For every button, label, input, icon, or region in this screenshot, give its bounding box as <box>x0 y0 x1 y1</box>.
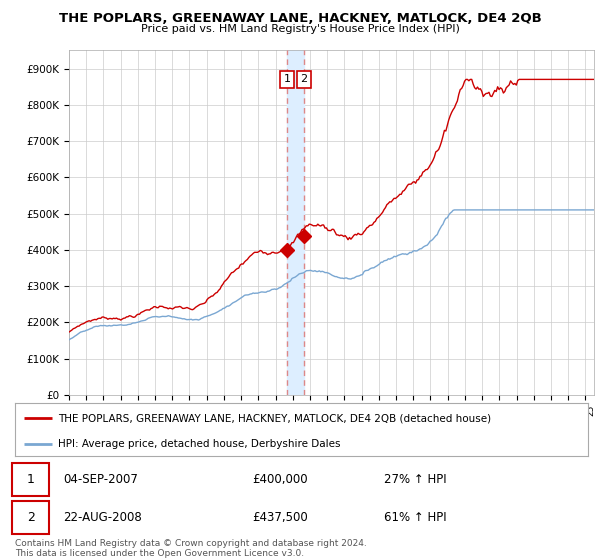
Text: HPI: Average price, detached house, Derbyshire Dales: HPI: Average price, detached house, Derb… <box>58 438 340 449</box>
Text: Price paid vs. HM Land Registry's House Price Index (HPI): Price paid vs. HM Land Registry's House … <box>140 24 460 34</box>
Text: 2: 2 <box>300 74 307 85</box>
Text: £437,500: £437,500 <box>252 511 308 524</box>
Text: 61% ↑ HPI: 61% ↑ HPI <box>384 511 446 524</box>
Text: 04-SEP-2007: 04-SEP-2007 <box>63 473 138 486</box>
Text: 27% ↑ HPI: 27% ↑ HPI <box>384 473 446 486</box>
Bar <box>287 50 304 395</box>
Text: 22-AUG-2008: 22-AUG-2008 <box>63 511 142 524</box>
Text: THE POPLARS, GREENAWAY LANE, HACKNEY, MATLOCK, DE4 2QB: THE POPLARS, GREENAWAY LANE, HACKNEY, MA… <box>59 12 541 25</box>
Text: 1: 1 <box>284 74 290 85</box>
Text: Contains HM Land Registry data © Crown copyright and database right 2024.
This d: Contains HM Land Registry data © Crown c… <box>15 539 367 558</box>
Text: 1: 1 <box>26 473 35 486</box>
Text: 2: 2 <box>26 511 35 524</box>
Text: THE POPLARS, GREENAWAY LANE, HACKNEY, MATLOCK, DE4 2QB (detached house): THE POPLARS, GREENAWAY LANE, HACKNEY, MA… <box>58 413 491 423</box>
Text: £400,000: £400,000 <box>252 473 308 486</box>
